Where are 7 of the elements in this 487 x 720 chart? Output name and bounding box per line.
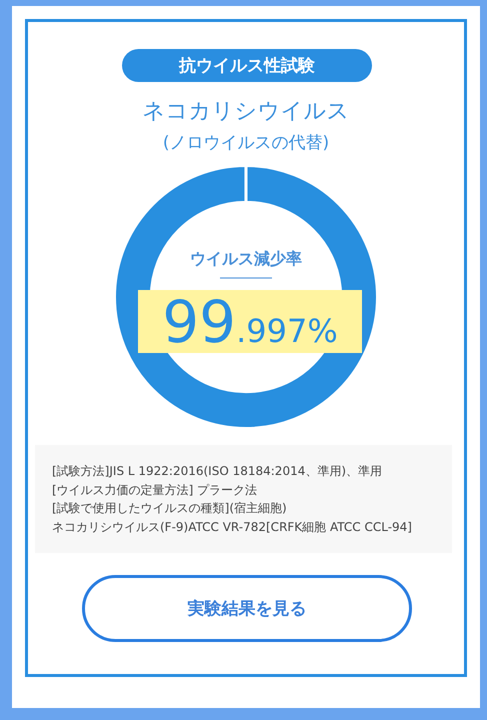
data-label: 99.997%: [162, 288, 338, 356]
label-pill: 抗ウイルス性試験: [122, 49, 372, 82]
view-results-button: 実験結果を見る: [82, 575, 412, 642]
chart-subtitle: (ノロウイルスの代替): [162, 132, 330, 154]
chart-title: ネコカリシウイルス: [142, 99, 350, 125]
slice-label: ウイルス減少率: [190, 249, 302, 268]
notes-panel: [試験方法]JIS L 1922:2016(ISO 18184:2014、準用)、準用 [ウイルス力価の定量方法] プラーク法 [試験で使用したウイルスの種類](宿主細胞) ネコカリシウイルス(F-9)ATCC VR-782[CRFK細胞 ATCC CCL-94]: [35, 445, 452, 553]
